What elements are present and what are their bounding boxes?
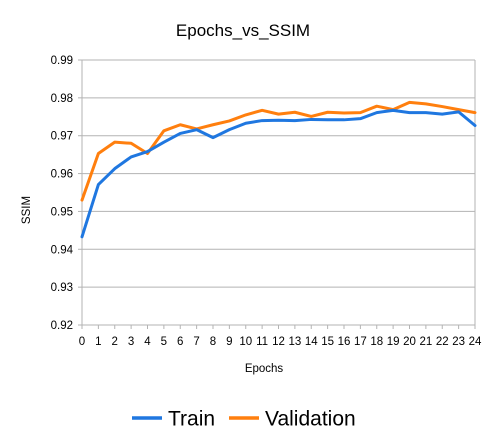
x-tick-label: 12 (272, 336, 285, 348)
x-tick-label: 2 (112, 336, 118, 348)
x-tick-label: 4 (144, 336, 151, 348)
x-axis-ticks: 0 1 2 3 4 5 6 7 8 9 10 11 12 13 14 15 16 17 18 19 20 21 22 23 24 (79, 325, 482, 348)
x-tick-label: 8 (210, 336, 216, 348)
x-tick-label: 9 (226, 336, 232, 348)
x-tick-label: 17 (354, 336, 367, 348)
x-tick-label: 0 (79, 336, 85, 348)
plot-frame (81, 60, 476, 325)
x-tick-label: 22 (436, 336, 449, 348)
x-tick-label: 15 (321, 336, 334, 348)
y-tick-label: 0.96 (51, 169, 73, 181)
y-tick-label: 0.93 (51, 282, 73, 294)
series-line-train (80, 108, 477, 239)
x-tick-label: 14 (305, 336, 318, 348)
x-tick-label: 5 (161, 336, 167, 348)
y-axis-ticks: 0.92 0.93 0.94 0.95 0.96 0.97 0.98 0.99 (51, 55, 82, 332)
y-tick-label: 0.97 (51, 131, 73, 143)
y-tick-label: 0.92 (51, 320, 73, 332)
x-axis-label: Epochs (245, 363, 284, 375)
x-tick-label: 10 (239, 336, 252, 348)
y-tick-label: 0.99 (51, 55, 73, 67)
x-tick-label: 6 (177, 336, 183, 348)
gridlines (82, 59, 475, 326)
x-tick-label: 11 (256, 336, 268, 348)
x-tick-label: 3 (128, 336, 134, 348)
legend-label-validation: Validation (265, 408, 356, 431)
x-tick-label: 24 (469, 336, 482, 348)
legend-label-train: Train (168, 408, 215, 431)
x-tick-label: 7 (193, 336, 199, 348)
chart-title: Epochs_vs_SSIM (176, 21, 310, 40)
x-tick-label: 21 (419, 336, 432, 348)
series-layer (80, 100, 477, 239)
y-tick-label: 0.94 (51, 244, 74, 256)
x-tick-label: 18 (370, 336, 383, 348)
y-tick-label: 0.95 (51, 206, 73, 218)
legend: Train Validation (132, 408, 356, 431)
x-tick-label: 1 (95, 336, 101, 348)
x-tick-label: 23 (452, 336, 465, 348)
x-tick-label: 19 (387, 336, 400, 348)
x-tick-label: 16 (338, 336, 351, 348)
x-tick-label: 13 (288, 336, 301, 348)
y-axis-label: SSIM (21, 196, 33, 224)
x-tick-label: 20 (403, 336, 416, 348)
y-tick-label: 0.98 (51, 93, 73, 105)
series-line-validation (80, 100, 477, 202)
